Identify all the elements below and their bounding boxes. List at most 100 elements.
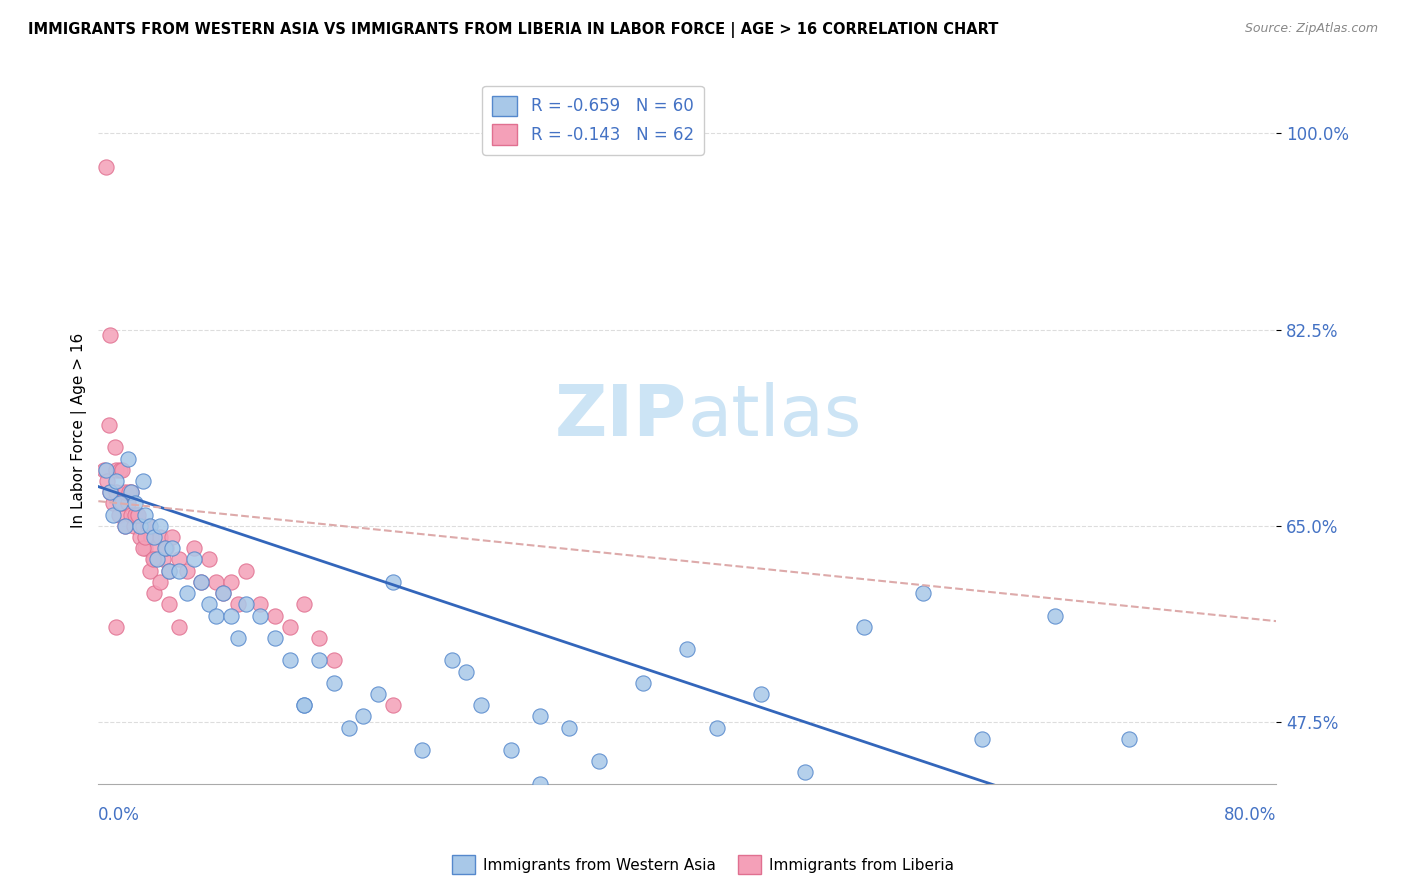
Point [124,496,146,510]
Point [105,463,128,477]
Point [153,541,176,556]
Point [120,485,142,500]
Point [183,552,205,566]
Point [114,519,136,533]
Point [118,485,141,500]
Point [94,463,117,477]
Point [117,451,139,466]
Point [197,552,219,566]
Point [190,574,212,589]
Point [152,552,174,566]
Point [235,597,257,611]
Point [149,530,172,544]
Point [529,709,551,723]
Point [264,608,287,623]
Point [308,653,330,667]
Point [749,687,772,701]
Point [322,675,344,690]
Point [108,508,131,522]
Point [134,530,156,544]
Point [149,574,172,589]
Point [117,496,139,510]
Point [308,631,330,645]
Point [176,586,198,600]
Point [1118,731,1140,746]
Point [381,574,404,589]
Point [114,519,136,533]
Point [1191,849,1213,863]
Point [97,417,120,432]
Point [205,608,228,623]
Legend: R = -0.659   N = 60, R = -0.143   N = 62: R = -0.659 N = 60, R = -0.143 N = 62 [482,86,704,155]
Point [149,519,172,533]
Point [456,665,478,679]
Point [143,586,166,600]
Point [98,485,121,500]
Point [226,597,249,611]
Point [631,675,654,690]
Point [381,698,404,713]
Point [139,564,162,578]
Point [183,541,205,556]
Point [142,552,165,566]
Point [169,620,191,634]
Point [101,496,124,510]
Point [120,485,142,500]
Point [169,564,191,578]
Text: 0.0%: 0.0% [98,806,141,824]
Point [588,754,610,768]
Point [143,530,166,544]
Point [105,474,128,488]
Point [278,620,301,634]
Point [1045,608,1067,623]
Point [157,564,180,578]
Text: 80.0%: 80.0% [1223,806,1277,824]
Point [139,519,162,533]
Point [157,564,180,578]
Point [970,731,993,746]
Point [96,474,118,488]
Point [352,709,374,723]
Point [226,631,249,645]
Point [212,586,235,600]
Point [219,608,242,623]
Text: ZIP: ZIP [555,382,688,451]
Point [160,541,183,556]
Point [235,564,257,578]
Point [134,541,156,556]
Point [278,653,301,667]
Point [367,687,389,701]
Point [131,474,153,488]
Text: Source: ZipAtlas.com: Source: ZipAtlas.com [1244,22,1378,36]
Point [294,698,316,713]
Legend: Immigrants from Western Asia, Immigrants from Liberia: Immigrants from Western Asia, Immigrants… [446,849,960,880]
Point [141,530,163,544]
Point [110,463,132,477]
Point [558,721,581,735]
Point [190,574,212,589]
Point [219,574,242,589]
Point [249,597,271,611]
Point [169,552,191,566]
Point [676,642,699,657]
Point [322,653,344,667]
Point [128,530,150,544]
Point [852,620,875,634]
Point [264,631,287,645]
Point [125,508,148,522]
Point [911,586,934,600]
Point [146,552,169,566]
Point [131,519,153,533]
Point [411,743,433,757]
Point [294,698,316,713]
Point [160,530,183,544]
Point [138,519,160,533]
Point [111,463,134,477]
Point [212,586,235,600]
Point [146,541,169,556]
Point [499,743,522,757]
Point [105,620,128,634]
Y-axis label: In Labor Force | Age > 16: In Labor Force | Age > 16 [72,333,87,528]
Point [114,485,136,500]
Point [794,765,817,780]
